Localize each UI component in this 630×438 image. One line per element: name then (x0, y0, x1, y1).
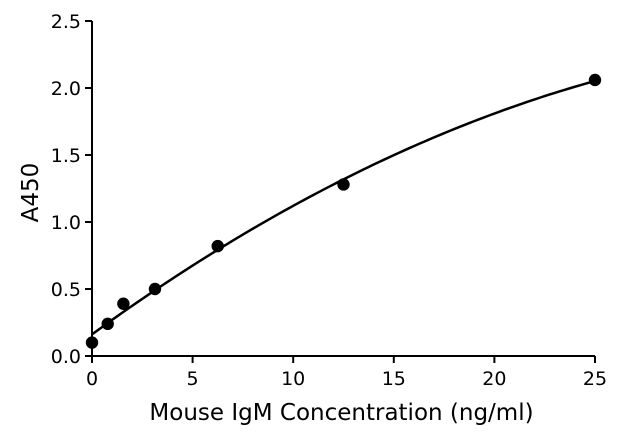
y-tick-label: 2.5 (51, 11, 81, 33)
x-tick-label: 0 (86, 368, 98, 390)
y-tick-label: 1.0 (51, 212, 81, 234)
data-points (85, 73, 602, 349)
x-tick-label: 5 (187, 368, 199, 390)
axes (91, 21, 595, 357)
x-axis-title: Mouse IgM Concentration (ng/ml) (149, 400, 533, 426)
data-point (588, 73, 602, 87)
x-tick-label: 10 (281, 368, 305, 390)
fit-curve-layer (91, 79, 596, 336)
fit-curve (91, 79, 596, 336)
y-axis-title: A450 (18, 163, 44, 223)
y-tick-label: 2.0 (51, 78, 81, 100)
x-tick-label: 20 (482, 368, 506, 390)
data-point (148, 282, 162, 296)
x-tick-label: 15 (382, 368, 406, 390)
data-point (337, 178, 350, 191)
data-point (85, 336, 99, 349)
y-tick-label: 0.0 (51, 346, 81, 368)
y-tick-label: 1.5 (51, 145, 81, 167)
x-tick-label: 25 (583, 368, 607, 390)
data-point (117, 297, 130, 310)
data-point (211, 239, 224, 253)
data-point (101, 317, 114, 331)
y-tick-label: 0.5 (51, 279, 81, 301)
ticks: 0.0 0.5 1.0 1.5 2.0 2.5 0 5 10 15 20 25 (51, 11, 607, 390)
